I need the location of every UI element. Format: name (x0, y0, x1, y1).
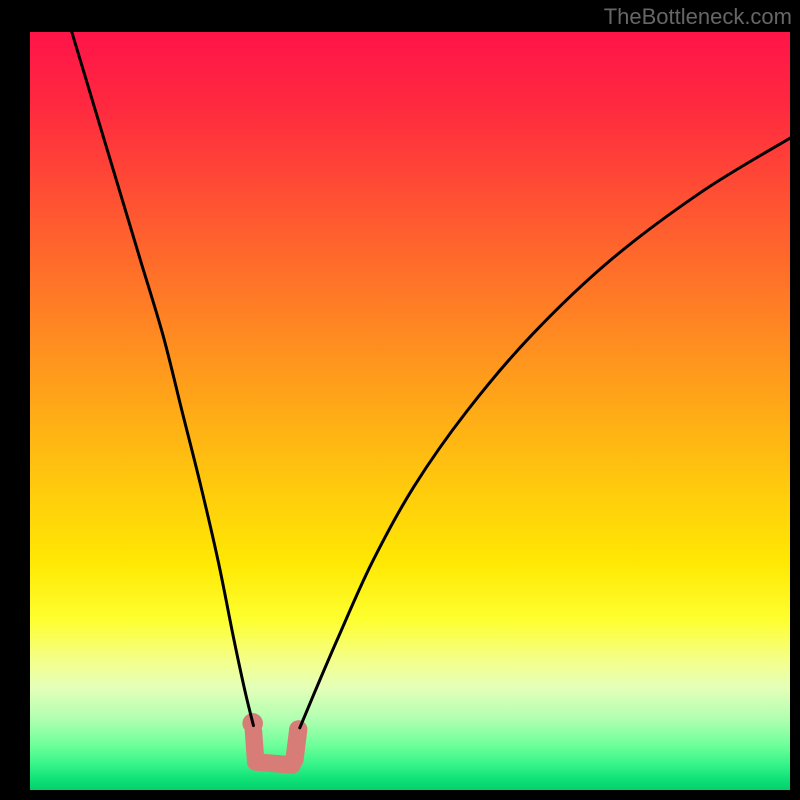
gradient-background (30, 32, 790, 790)
watermark-text: TheBottleneck.com (604, 4, 792, 30)
plot-svg (30, 32, 790, 790)
chart-frame: TheBottleneck.com (0, 0, 800, 800)
plot-area (30, 32, 790, 790)
